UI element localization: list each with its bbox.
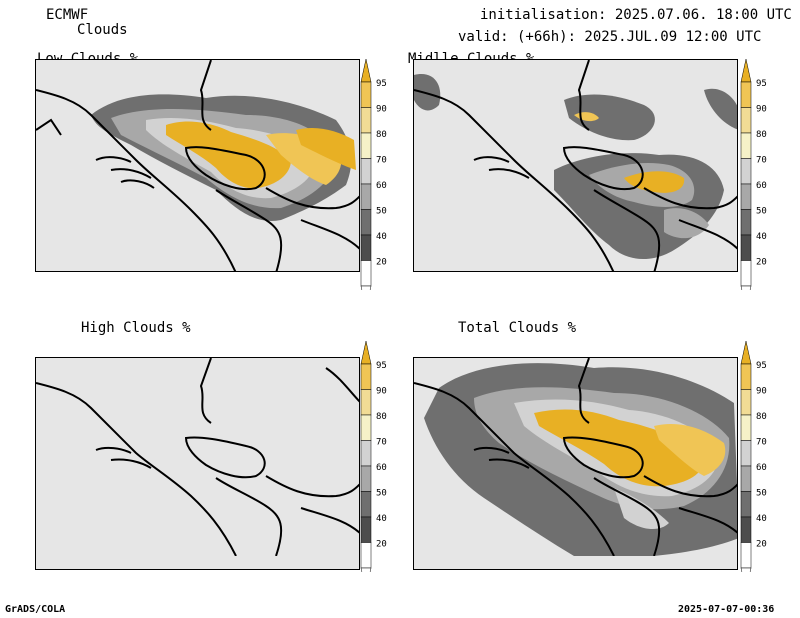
colorbar-label: 20 (376, 258, 387, 268)
colorbar-label: 80 (756, 130, 767, 140)
colorbar-high: 95 90 80 70 60 50 40 20 (360, 340, 400, 591)
colorbar-segment (740, 132, 752, 159)
colorbar-label: 90 (376, 105, 387, 115)
colorbar-segment (740, 491, 752, 518)
total-clouds-map (414, 358, 737, 556)
colorbar-segment (360, 516, 372, 543)
colorbar-label: 90 (756, 105, 767, 115)
colorbar-segment (740, 81, 752, 108)
panel-title-total: Total Clouds % (458, 320, 577, 336)
colorbar-label: 70 (376, 438, 387, 448)
colorbar-label: 70 (376, 156, 387, 166)
model-name: ECMWF (46, 7, 89, 23)
colorbar-top-arrow (360, 340, 372, 365)
colorbar-segment (360, 209, 372, 236)
colorbar-label: 60 (756, 181, 767, 191)
colorbar-segment (740, 260, 752, 287)
colorbar-label: 95 (376, 79, 387, 89)
colorbar-segment (360, 81, 372, 108)
colorbar-label: 40 (376, 514, 387, 524)
colorbar-segment (360, 363, 372, 390)
colorbar-label: 40 (756, 232, 767, 242)
colorbar-label: 50 (756, 489, 767, 499)
colorbar-segment (740, 107, 752, 134)
colorbar-label: 50 (376, 489, 387, 499)
colorbar-bottom-arrow (360, 285, 372, 309)
colorbar-middle: 95 90 80 70 60 50 40 20 (740, 58, 780, 309)
colorbar-segment (740, 158, 752, 185)
colorbar-segment (360, 542, 372, 569)
colorbar-segment (740, 516, 752, 543)
colorbar-segment (740, 183, 752, 210)
colorbar-label: 80 (376, 412, 387, 422)
colorbar-segment (740, 363, 752, 390)
colorbar-bottom-arrow (740, 285, 752, 309)
map-panel-low (35, 59, 360, 272)
colorbar-label: 50 (376, 207, 387, 217)
colorbar-segment (360, 234, 372, 261)
colorbar-label: 80 (756, 412, 767, 422)
colorbar-top-arrow (740, 340, 752, 365)
colorbar-segment (360, 158, 372, 185)
colorbar-label: 60 (376, 463, 387, 473)
colorbar-segment (740, 440, 752, 467)
map-panel-high (35, 357, 360, 570)
low-clouds-map (36, 60, 359, 271)
high-clouds-map (36, 358, 359, 556)
colorbar-segment (360, 389, 372, 416)
colorbar-label: 20 (756, 540, 767, 550)
panel-title-high: High Clouds % (81, 320, 191, 336)
colorbar-top-arrow (360, 58, 372, 83)
colorbar-label: 90 (756, 387, 767, 397)
valid-time: valid: (+66h): 2025.JUL.09 12:00 UTC (458, 29, 762, 45)
colorbar-label: 40 (756, 514, 767, 524)
colorbar-svg: 95 90 80 70 60 50 40 20 (740, 58, 767, 309)
colorbar-label: 60 (756, 463, 767, 473)
colorbar-label: 80 (376, 130, 387, 140)
colorbar-segment (740, 209, 752, 236)
colorbar-bottom-arrow (740, 567, 752, 591)
colorbar-segment (360, 465, 372, 492)
colorbar-segment (740, 389, 752, 416)
colorbar-label: 50 (756, 207, 767, 217)
colorbar-segment (360, 491, 372, 518)
colorbar-segment (740, 234, 752, 261)
colorbar-label: 90 (376, 387, 387, 397)
colorbar-label: 95 (756, 79, 767, 89)
footer-credit: GrADS/COLA (5, 604, 66, 615)
colorbar-segment (360, 414, 372, 441)
colorbar-segment (360, 132, 372, 159)
middle-clouds-map (414, 60, 737, 271)
colorbar-svg: 95 90 80 70 60 50 40 20 (360, 340, 387, 591)
colorbar-label: 95 (376, 361, 387, 371)
colorbar-label: 95 (756, 361, 767, 371)
colorbar-label: 40 (376, 232, 387, 242)
map-panel-middle (413, 59, 738, 272)
init-time: initialisation: 2025.07.06. 18:00 UTC (480, 7, 792, 23)
footer-timestamp: 2025-07-07-00:36 (678, 604, 775, 615)
colorbar-segment (360, 440, 372, 467)
colorbar-label: 60 (376, 181, 387, 191)
colorbar-svg: 95 90 80 70 60 50 40 20 (360, 58, 387, 309)
colorbar-total: 95 90 80 70 60 50 40 20 (740, 340, 780, 591)
colorbar-segment (360, 260, 372, 287)
colorbar-segment (740, 414, 752, 441)
colorbar-label: 70 (756, 156, 767, 166)
colorbar-segment (360, 183, 372, 210)
colorbar-segment (360, 107, 372, 134)
colorbar-bottom-arrow (360, 567, 372, 591)
colorbar-svg: 95 90 80 70 60 50 40 20 (740, 340, 767, 591)
colorbar-low: 95 90 80 70 60 50 40 20 (360, 58, 400, 309)
colorbar-label: 20 (756, 258, 767, 268)
colorbar-segment (740, 465, 752, 492)
map-panel-total (413, 357, 738, 570)
colorbar-segment (740, 542, 752, 569)
colorbar-label: 70 (756, 438, 767, 448)
colorbar-top-arrow (740, 58, 752, 83)
product-name: Clouds (77, 22, 128, 38)
colorbar-label: 20 (376, 540, 387, 550)
